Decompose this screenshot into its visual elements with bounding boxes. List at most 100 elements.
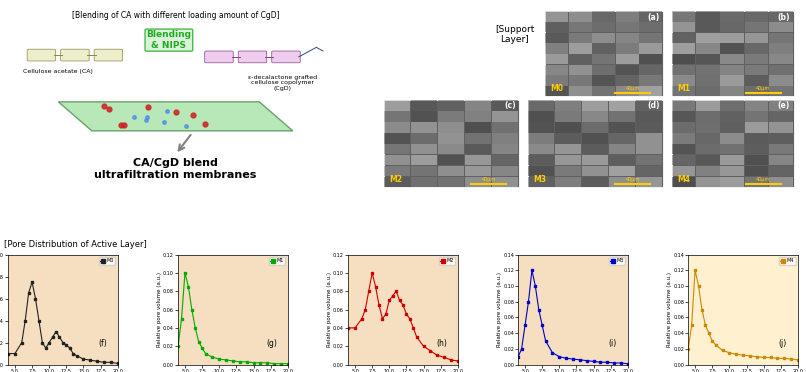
FancyBboxPatch shape — [384, 122, 410, 133]
FancyBboxPatch shape — [616, 54, 638, 64]
FancyBboxPatch shape — [592, 54, 615, 64]
Legend: M0: M0 — [98, 257, 115, 265]
FancyBboxPatch shape — [492, 166, 518, 176]
FancyBboxPatch shape — [465, 133, 492, 144]
Y-axis label: Relative pore volume (a.u.): Relative pore volume (a.u.) — [496, 272, 502, 347]
FancyBboxPatch shape — [696, 111, 720, 122]
FancyBboxPatch shape — [745, 76, 768, 86]
FancyBboxPatch shape — [569, 22, 592, 32]
FancyBboxPatch shape — [616, 44, 638, 54]
FancyBboxPatch shape — [721, 12, 744, 22]
FancyBboxPatch shape — [671, 122, 696, 133]
FancyBboxPatch shape — [582, 166, 608, 176]
FancyBboxPatch shape — [745, 22, 768, 32]
FancyBboxPatch shape — [27, 49, 56, 61]
FancyBboxPatch shape — [769, 22, 793, 32]
Text: 40μm: 40μm — [625, 86, 639, 91]
FancyBboxPatch shape — [411, 122, 438, 133]
Legend: M4: M4 — [779, 257, 796, 265]
FancyBboxPatch shape — [528, 177, 554, 187]
FancyBboxPatch shape — [569, 76, 592, 86]
FancyBboxPatch shape — [745, 155, 768, 166]
FancyBboxPatch shape — [721, 133, 744, 144]
FancyBboxPatch shape — [384, 111, 410, 122]
FancyBboxPatch shape — [696, 144, 720, 154]
FancyBboxPatch shape — [671, 144, 696, 154]
FancyBboxPatch shape — [769, 133, 793, 144]
Text: M4: M4 — [677, 175, 690, 184]
FancyBboxPatch shape — [592, 33, 615, 43]
FancyBboxPatch shape — [745, 12, 768, 22]
FancyBboxPatch shape — [438, 166, 464, 176]
FancyBboxPatch shape — [384, 155, 410, 166]
FancyBboxPatch shape — [546, 12, 568, 22]
FancyBboxPatch shape — [769, 155, 793, 166]
FancyBboxPatch shape — [438, 122, 464, 133]
FancyBboxPatch shape — [721, 76, 744, 86]
FancyBboxPatch shape — [769, 12, 793, 22]
FancyBboxPatch shape — [636, 166, 662, 176]
FancyBboxPatch shape — [696, 33, 720, 43]
FancyBboxPatch shape — [745, 122, 768, 133]
FancyBboxPatch shape — [671, 54, 696, 64]
FancyBboxPatch shape — [465, 177, 492, 187]
FancyBboxPatch shape — [492, 122, 518, 133]
FancyBboxPatch shape — [546, 33, 568, 43]
FancyBboxPatch shape — [671, 11, 794, 96]
FancyBboxPatch shape — [492, 177, 518, 187]
FancyBboxPatch shape — [616, 65, 638, 75]
Text: (d): (d) — [647, 102, 659, 110]
FancyBboxPatch shape — [696, 22, 720, 32]
FancyBboxPatch shape — [696, 166, 720, 176]
FancyBboxPatch shape — [639, 44, 663, 54]
FancyBboxPatch shape — [696, 155, 720, 166]
FancyBboxPatch shape — [555, 111, 581, 122]
FancyBboxPatch shape — [639, 33, 663, 43]
FancyBboxPatch shape — [721, 111, 744, 122]
FancyBboxPatch shape — [616, 22, 638, 32]
FancyBboxPatch shape — [609, 100, 635, 111]
FancyBboxPatch shape — [411, 166, 438, 176]
FancyBboxPatch shape — [616, 12, 638, 22]
Text: [Support
Layer]: [Support Layer] — [495, 25, 534, 44]
FancyBboxPatch shape — [769, 144, 793, 154]
FancyBboxPatch shape — [769, 54, 793, 64]
FancyBboxPatch shape — [569, 33, 592, 43]
FancyBboxPatch shape — [411, 100, 438, 111]
FancyBboxPatch shape — [745, 54, 768, 64]
FancyBboxPatch shape — [411, 177, 438, 187]
FancyBboxPatch shape — [582, 122, 608, 133]
FancyBboxPatch shape — [769, 177, 793, 187]
FancyBboxPatch shape — [384, 144, 410, 154]
FancyBboxPatch shape — [528, 133, 554, 144]
FancyBboxPatch shape — [411, 111, 438, 122]
FancyBboxPatch shape — [384, 100, 410, 111]
FancyBboxPatch shape — [745, 33, 768, 43]
FancyBboxPatch shape — [528, 155, 554, 166]
FancyBboxPatch shape — [769, 111, 793, 122]
FancyBboxPatch shape — [239, 51, 267, 63]
FancyBboxPatch shape — [546, 76, 568, 86]
FancyBboxPatch shape — [616, 76, 638, 86]
FancyBboxPatch shape — [582, 155, 608, 166]
FancyBboxPatch shape — [272, 51, 300, 63]
FancyBboxPatch shape — [769, 65, 793, 75]
Text: CA/CgD blend
ultrafiltration membranes: CA/CgD blend ultrafiltration membranes — [94, 158, 257, 180]
FancyBboxPatch shape — [546, 86, 568, 96]
FancyBboxPatch shape — [384, 166, 410, 176]
FancyBboxPatch shape — [465, 100, 492, 111]
FancyBboxPatch shape — [639, 86, 663, 96]
FancyBboxPatch shape — [528, 166, 554, 176]
FancyBboxPatch shape — [528, 100, 554, 111]
FancyBboxPatch shape — [696, 100, 720, 111]
FancyBboxPatch shape — [546, 54, 568, 64]
Text: M3: M3 — [533, 175, 546, 184]
Legend: M3: M3 — [609, 257, 625, 265]
FancyBboxPatch shape — [546, 11, 663, 96]
FancyBboxPatch shape — [639, 54, 663, 64]
FancyBboxPatch shape — [582, 177, 608, 187]
FancyBboxPatch shape — [569, 12, 592, 22]
FancyBboxPatch shape — [721, 122, 744, 133]
FancyBboxPatch shape — [528, 122, 554, 133]
Text: Blending
& NIPS: Blending & NIPS — [147, 31, 191, 50]
